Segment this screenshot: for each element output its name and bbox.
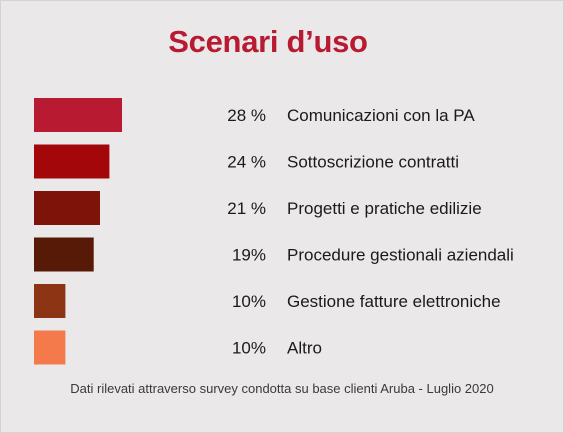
value-label-1: 28 % xyxy=(227,106,266,125)
value-label-4: 19% xyxy=(232,246,266,265)
category-label-2: Sottoscrizione contratti xyxy=(287,153,459,172)
value-label-3: 21 % xyxy=(227,199,266,218)
category-label-1: Comunicazioni con la PA xyxy=(287,106,475,125)
category-label-3: Progetti e pratiche edilizie xyxy=(287,199,482,218)
bar-3 xyxy=(34,191,100,225)
source-note: Dati rilevati attraverso survey condotta… xyxy=(70,381,494,396)
value-label-5: 10% xyxy=(232,292,266,311)
chart-title: Scenari d’uso xyxy=(0,24,564,60)
bar-6 xyxy=(34,330,66,365)
value-label-6: 10% xyxy=(232,339,266,358)
value-label-2: 24 % xyxy=(227,153,266,172)
category-label-4: Procedure gestionali aziendali xyxy=(287,246,514,265)
bar-4 xyxy=(34,237,94,272)
category-label-6: Altro xyxy=(287,339,322,358)
category-label-5: Gestione fatture elettroniche xyxy=(287,292,501,311)
bar-1 xyxy=(34,98,122,132)
chart-title-text: Scenari d’uso xyxy=(168,24,368,59)
bar-2 xyxy=(34,144,110,179)
bar-5 xyxy=(34,284,66,318)
